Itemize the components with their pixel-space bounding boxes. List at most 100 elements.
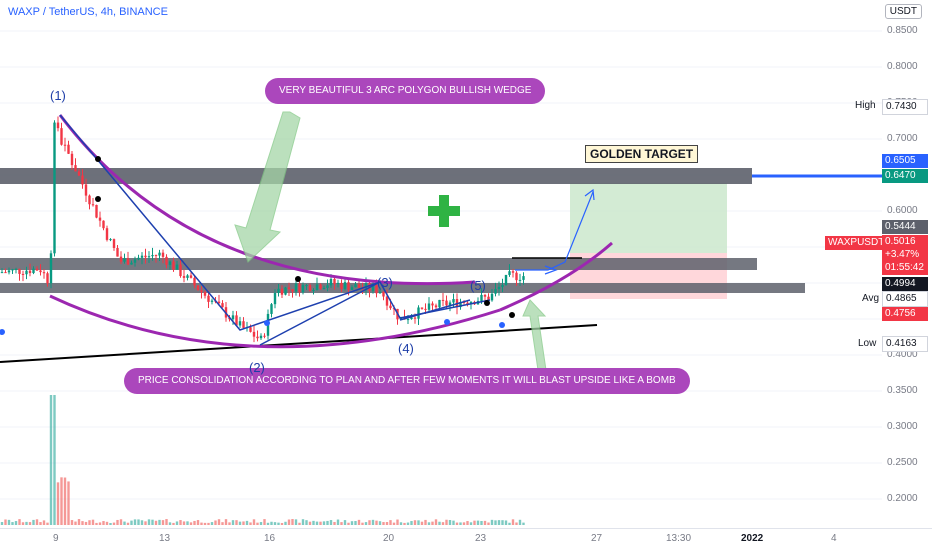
- wave-4-5[interactable]: [399, 299, 471, 321]
- volume-bar: [70, 520, 74, 525]
- volume-bar: [431, 521, 434, 525]
- volume-bar: [42, 520, 46, 525]
- avg-label: Avg: [862, 293, 880, 304]
- volume-bar: [116, 519, 119, 525]
- projection-arrow[interactable]: [515, 191, 594, 271]
- volume-bar: [350, 521, 354, 525]
- volume-bar: [14, 521, 18, 525]
- candle-body: [116, 247, 119, 257]
- currency-button[interactable]: USDT: [884, 4, 922, 19]
- candle-body: [231, 315, 235, 320]
- volume-bar: [123, 521, 126, 525]
- volume-bar: [224, 519, 228, 525]
- candle-body: [207, 295, 210, 302]
- volume-bar: [522, 522, 525, 525]
- price-tick-label: 0.4000: [887, 349, 918, 360]
- volume-bar: [361, 522, 364, 525]
- volume-bar: [151, 519, 154, 525]
- zone-upper[interactable]: [0, 168, 752, 184]
- candle-body: [147, 256, 151, 258]
- volume-bar: [487, 522, 490, 525]
- volume-bar: [245, 520, 249, 525]
- price-axis[interactable]: USDT 0.85000.80000.75000.70000.65000.600…: [882, 0, 932, 528]
- volume-bar: [340, 522, 343, 525]
- candle-body: [504, 274, 508, 286]
- volume-bar: [182, 521, 186, 525]
- callout-arrow-top: [234, 111, 301, 263]
- volume-bar: [130, 520, 133, 525]
- candle-body: [175, 264, 179, 270]
- volume-bar: [287, 519, 291, 525]
- volume-bar: [56, 482, 60, 525]
- candle-body: [112, 239, 116, 248]
- candle-body: [340, 282, 343, 289]
- candle-body: [28, 270, 32, 274]
- candle-body: [235, 315, 238, 326]
- candle-body: [189, 275, 193, 278]
- volume-bar: [242, 521, 245, 525]
- candle-body: [522, 276, 525, 280]
- price-tick-label: 0.2000: [887, 493, 918, 504]
- arc-lower[interactable]: [49, 294, 501, 349]
- candle-body: [42, 272, 46, 274]
- support-trendline[interactable]: [0, 324, 598, 363]
- candle-body: [203, 292, 207, 296]
- zone-lower[interactable]: [0, 283, 805, 293]
- candle-body: [130, 262, 133, 265]
- volume-bar: [392, 522, 396, 525]
- candle-body: [438, 299, 441, 308]
- candle-body: [490, 293, 494, 301]
- volume-bar: [49, 395, 53, 525]
- volume-bar: [357, 519, 361, 525]
- time-tick-label: 16: [264, 533, 276, 544]
- zone-middle[interactable]: [0, 258, 757, 270]
- candle-body: [378, 291, 382, 294]
- volume-bar: [203, 522, 207, 525]
- volume-bar: [364, 522, 368, 525]
- volume-bar: [147, 519, 151, 525]
- consolidation-note-bubble[interactable]: PRICE CONSOLIDATION ACCORDING TO PLAN AN…: [124, 368, 690, 394]
- arc-upper[interactable]: [58, 114, 476, 286]
- time-axis[interactable]: 9 13 16 20 23 27 13:30 2022 4: [0, 528, 932, 551]
- wave-label-4: (4): [398, 341, 414, 356]
- volume-bar: [396, 519, 399, 525]
- candle-body: [294, 283, 298, 292]
- candle-body: [312, 289, 315, 291]
- volume-bar: [126, 522, 130, 525]
- candle-body: [273, 292, 277, 305]
- marker-price-blue: 0.6505: [882, 154, 928, 168]
- volume-bar: [74, 521, 77, 525]
- symbol-name-pill[interactable]: WAXPUSDT: [825, 236, 882, 250]
- volume-bar: [417, 520, 420, 525]
- volume-bar: [39, 522, 42, 525]
- volume-bar: [32, 519, 35, 525]
- candle-body: [420, 307, 424, 309]
- target-profit-zone[interactable]: [570, 183, 727, 253]
- chart-svg[interactable]: [0, 0, 882, 528]
- candle-body: [364, 283, 368, 289]
- candle-body: [487, 296, 490, 301]
- volume-bar: [119, 519, 123, 525]
- volume-bar: [252, 519, 256, 525]
- arc-breakout[interactable]: [499, 241, 613, 312]
- volume-bar: [112, 522, 116, 525]
- price-tick-label: 0.2500: [887, 457, 918, 468]
- volume-bar: [515, 522, 518, 525]
- wedge-note-bubble[interactable]: VERY BEAUTIFUL 3 ARC POLYGON BULLISH WED…: [265, 78, 546, 104]
- volume-bar: [4, 519, 7, 525]
- volume-bar: [256, 522, 259, 525]
- volume-bar: [410, 521, 413, 525]
- candle-body: [49, 253, 53, 284]
- symbol-title[interactable]: WAXP / TetherUS, 4h, BINANCE: [8, 6, 168, 18]
- volume-bar: [186, 521, 189, 525]
- golden-target-label[interactable]: GOLDEN TARGET: [585, 145, 699, 163]
- candle-body: [413, 317, 417, 319]
- volume-bar: [494, 520, 497, 525]
- marker-dot: [484, 300, 490, 306]
- marker-dot-blue: [499, 322, 505, 328]
- volume-bar: [504, 520, 508, 525]
- wave-2-3[interactable]: [259, 281, 381, 346]
- volume-bar: [161, 520, 165, 525]
- candle-body: [109, 239, 112, 241]
- chart-canvas[interactable]: WAXP / TetherUS, 4h, BINANCE VERY BEAUTI…: [0, 0, 882, 528]
